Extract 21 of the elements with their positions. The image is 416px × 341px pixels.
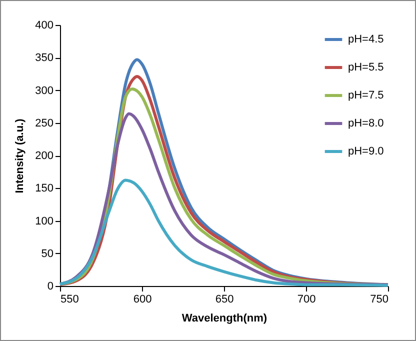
legend-label: pH=9.0 [348,146,384,158]
y-tick-label: 400 [35,20,54,32]
x-tick-label: 550 [60,294,79,306]
y-tick-label: 250 [35,117,54,130]
y-tick-label: 150 [35,182,54,195]
x-tick-label: 650 [215,294,234,306]
legend-label: pH=4.5 [348,34,384,46]
y-axis-title: Intensity (a.u.) [14,118,26,194]
y-tick-label: 300 [35,84,54,97]
legend-label: pH=8.0 [348,118,384,130]
legend-label: pH=5.5 [348,62,384,74]
y-tick-label: 0 [47,280,54,292]
y-tick-label: 100 [35,215,54,228]
x-axis-title: Wavelength(nm) [182,312,268,324]
x-tick-label: 700 [297,294,316,306]
y-tick-label: 350 [35,52,54,64]
x-tick-label: 750 [370,294,388,306]
legend-label: pH=7.5 [348,90,384,102]
y-tick-label: 200 [35,150,54,162]
x-tick-label: 600 [133,294,152,306]
y-tick-label: 50 [41,248,54,260]
